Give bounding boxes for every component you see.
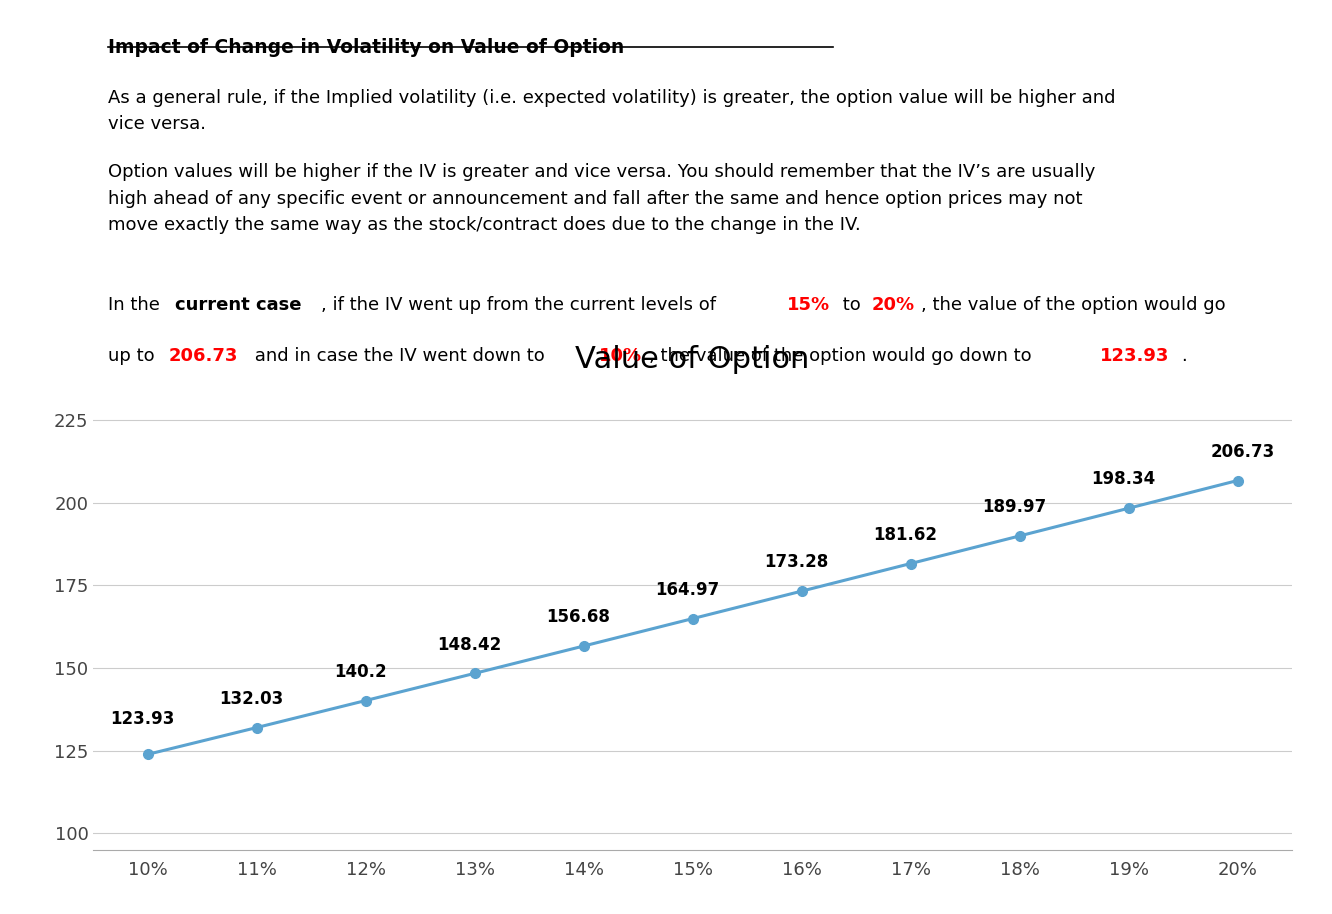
Text: 181.62: 181.62 <box>874 526 938 544</box>
Text: current case: current case <box>174 295 301 314</box>
Text: 20%: 20% <box>871 295 914 314</box>
Text: 206.73: 206.73 <box>168 346 238 365</box>
Text: 189.97: 189.97 <box>982 498 1046 516</box>
Text: and in case the IV went down to: and in case the IV went down to <box>249 346 550 365</box>
Text: 123.93: 123.93 <box>111 710 174 728</box>
Text: 173.28: 173.28 <box>765 553 829 571</box>
Text: As a general rule, if the Implied volatility (i.e. expected volatility) is great: As a general rule, if the Implied volati… <box>108 89 1115 133</box>
Text: 156.68: 156.68 <box>546 608 610 626</box>
Text: , if the IV went up from the current levels of: , if the IV went up from the current lev… <box>321 295 722 314</box>
Text: to: to <box>836 295 866 314</box>
Text: Option values will be higher if the IV is greater and vice versa. You should rem: Option values will be higher if the IV i… <box>108 164 1095 234</box>
Text: 10%: 10% <box>599 346 642 365</box>
Text: 206.73: 206.73 <box>1211 442 1275 461</box>
Text: up to: up to <box>108 346 160 365</box>
Text: .: . <box>1180 346 1187 365</box>
Text: 148.42: 148.42 <box>437 635 501 654</box>
Text: 123.93: 123.93 <box>1100 346 1169 365</box>
Text: 15%: 15% <box>787 295 830 314</box>
Text: 132.03: 132.03 <box>220 690 284 707</box>
Text: , the value of the option would go down to: , the value of the option would go down … <box>649 346 1038 365</box>
Text: In the: In the <box>108 295 165 314</box>
Text: Impact of Change in Volatility on Value of Option: Impact of Change in Volatility on Value … <box>108 37 623 57</box>
Title: Value of Option: Value of Option <box>575 345 810 374</box>
Text: 198.34: 198.34 <box>1091 471 1155 488</box>
Text: 164.97: 164.97 <box>655 580 719 599</box>
Text: 140.2: 140.2 <box>334 663 386 681</box>
Text: , the value of the option would go: , the value of the option would go <box>922 295 1225 314</box>
